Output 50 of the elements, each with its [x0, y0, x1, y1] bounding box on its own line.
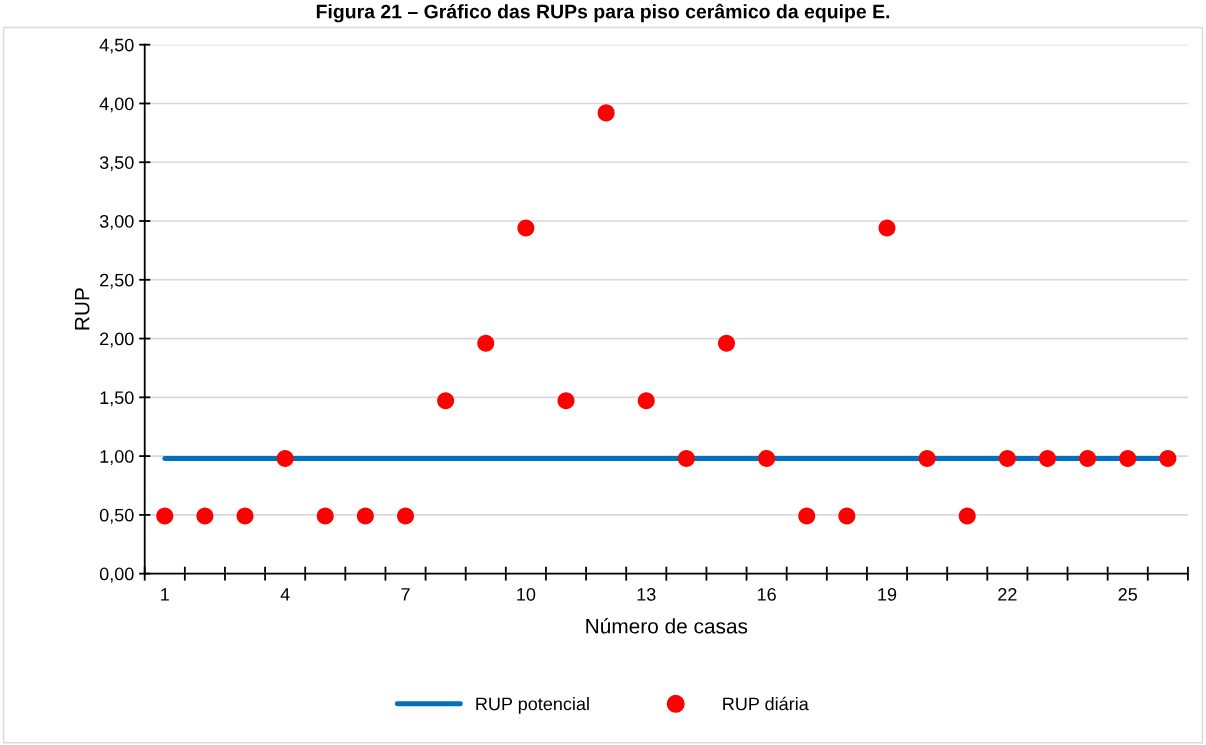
point — [958, 507, 976, 525]
y-tick-label: 4,50 — [99, 38, 134, 54]
chart-title: Figura 21 – Gráfico das RUPs para piso cerâmico da equipe E. — [316, 3, 890, 23]
point — [316, 507, 334, 525]
x-tick-label: 10 — [517, 588, 536, 601]
x-tick-label: 1 — [161, 588, 169, 601]
x-axis-title: Número de casas — [586, 618, 748, 634]
point — [156, 507, 174, 525]
y-tick-label: 3,50 — [99, 156, 134, 172]
y-tick-label: 4,00 — [99, 97, 134, 113]
point — [437, 392, 455, 410]
point — [1119, 449, 1137, 467]
x-tick-label: 25 — [1118, 588, 1138, 601]
x-tick-label: 7 — [401, 588, 410, 601]
point — [717, 334, 735, 352]
point — [276, 449, 294, 467]
x-tick-label: 16 — [757, 588, 776, 601]
point — [397, 507, 415, 525]
y-tick-label: 0,50 — [99, 508, 134, 524]
point — [838, 507, 856, 525]
x-tick-label: 13 — [637, 588, 656, 601]
y-tick-label: 1,50 — [100, 391, 134, 407]
y-tick-label: 1,00 — [100, 450, 134, 465]
x-tick-label: 19 — [878, 588, 897, 601]
point — [998, 449, 1016, 467]
y-tick-label: 0,00 — [99, 567, 134, 583]
point — [1079, 449, 1097, 467]
point — [517, 219, 535, 237]
point — [356, 507, 374, 525]
point — [758, 449, 776, 467]
x-tick-label: 22 — [998, 588, 1017, 601]
point — [1159, 449, 1177, 467]
point — [196, 507, 214, 525]
point — [677, 449, 695, 467]
point — [557, 392, 575, 410]
point — [798, 507, 816, 525]
point — [236, 507, 254, 525]
point — [597, 104, 615, 122]
y-axis-title: RUP — [74, 288, 90, 330]
legend-label: RUP potencial — [476, 697, 589, 714]
point — [918, 449, 936, 467]
legend-label: RUP diária — [723, 696, 809, 711]
point — [637, 392, 655, 410]
point — [878, 219, 896, 237]
point — [477, 334, 495, 352]
y-tick-label: 3,00 — [99, 214, 134, 230]
point — [1038, 449, 1056, 467]
y-tick-label: 2,50 — [100, 273, 134, 289]
y-tick-label: 2,00 — [100, 332, 134, 348]
x-tick-label: 4 — [280, 588, 290, 601]
